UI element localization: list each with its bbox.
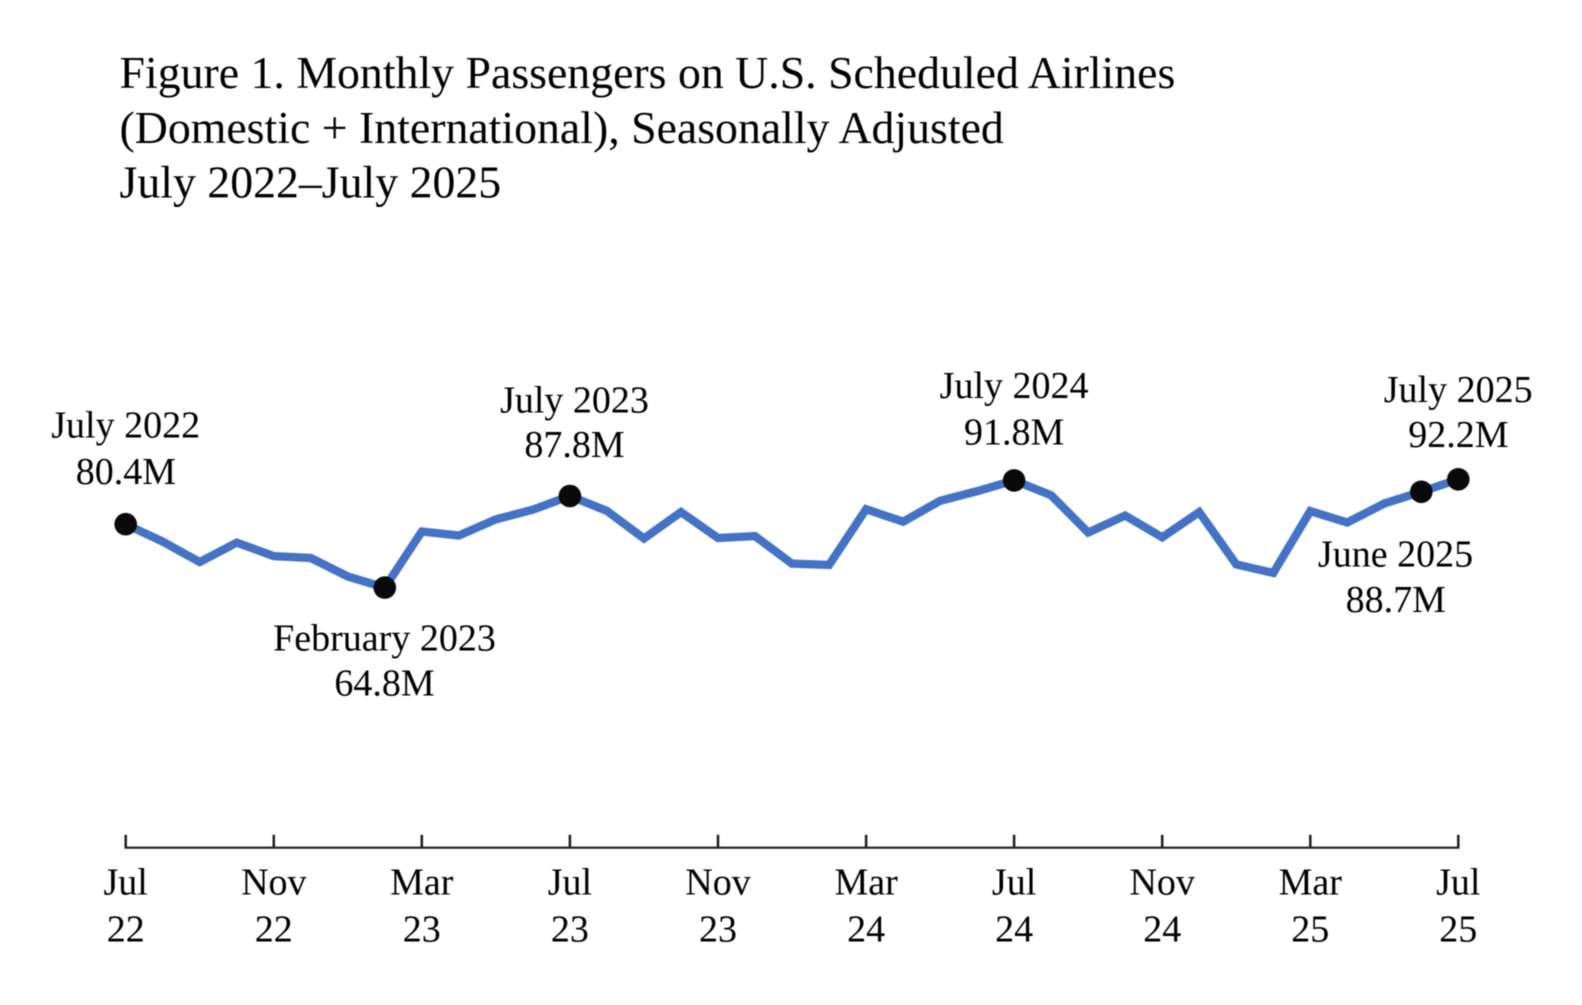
svg-text:91.8M: 91.8M — [964, 412, 1064, 454]
svg-text:July 2023: July 2023 — [500, 380, 649, 422]
svg-text:92.2M: 92.2M — [1408, 414, 1508, 456]
svg-text:23: 23 — [403, 908, 441, 950]
svg-text:Jul: Jul — [992, 862, 1036, 904]
svg-text:64.8M: 64.8M — [334, 663, 434, 705]
svg-text:Mar: Mar — [390, 862, 454, 904]
svg-text:25: 25 — [1291, 908, 1329, 950]
svg-text:23: 23 — [551, 908, 589, 950]
svg-text:July 2022: July 2022 — [51, 405, 200, 447]
svg-text:July 2024: July 2024 — [940, 365, 1089, 407]
svg-text:Nov: Nov — [1129, 862, 1194, 904]
svg-text:24: 24 — [847, 908, 885, 950]
svg-text:Mar: Mar — [834, 862, 898, 904]
svg-text:88.7M: 88.7M — [1346, 579, 1446, 621]
svg-text:24: 24 — [995, 908, 1033, 950]
svg-text:Jul: Jul — [548, 862, 592, 904]
svg-text:July 2022–July 2025: July 2022–July 2025 — [120, 156, 502, 207]
svg-text:Mar: Mar — [1279, 862, 1343, 904]
svg-text:87.8M: 87.8M — [524, 424, 624, 466]
svg-text:22: 22 — [255, 908, 293, 950]
svg-text:July 2025: July 2025 — [1384, 369, 1533, 411]
svg-text:Figure 1. Monthly Passengers o: Figure 1. Monthly Passengers on U.S. Sch… — [120, 47, 1176, 98]
svg-text:80.4M: 80.4M — [76, 451, 176, 493]
svg-text:24: 24 — [1143, 908, 1181, 950]
svg-text:Jul: Jul — [1436, 862, 1480, 904]
svg-text:February 2023: February 2023 — [273, 617, 496, 659]
svg-text:Nov: Nov — [241, 862, 306, 904]
svg-text:25: 25 — [1439, 908, 1477, 950]
svg-text:Nov: Nov — [685, 862, 750, 904]
svg-text:Jul: Jul — [104, 862, 148, 904]
svg-text:June 2025: June 2025 — [1318, 533, 1473, 575]
svg-text:23: 23 — [699, 908, 737, 950]
svg-text:22: 22 — [107, 908, 145, 950]
svg-text:(Domestic + International), Se: (Domestic + International), Seasonally A… — [120, 102, 1004, 153]
